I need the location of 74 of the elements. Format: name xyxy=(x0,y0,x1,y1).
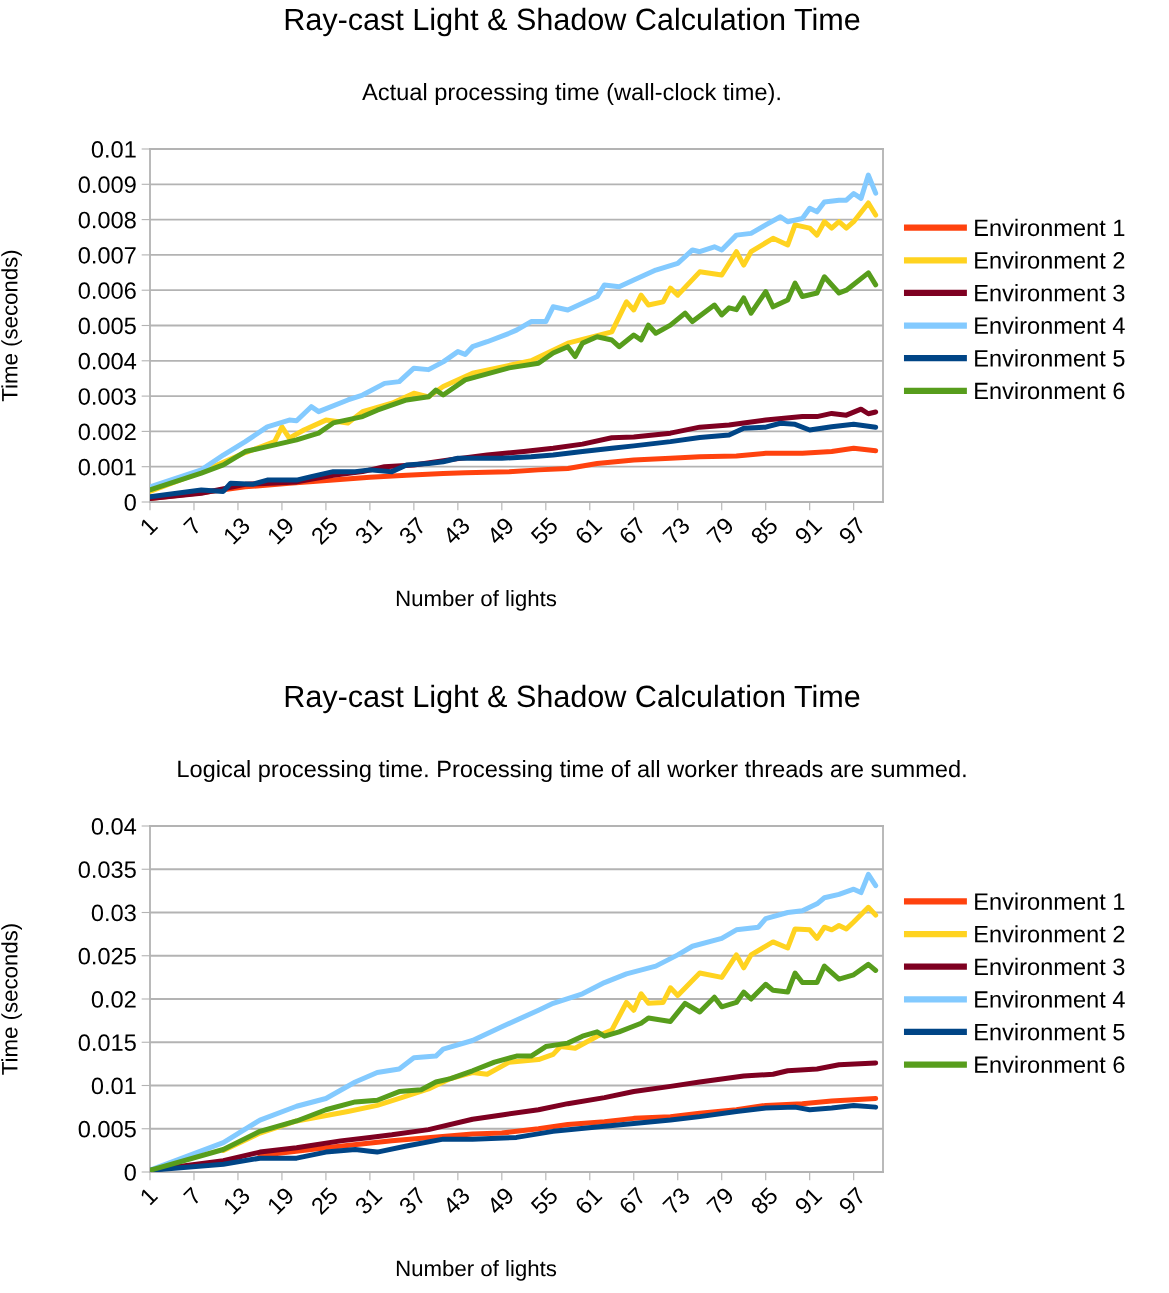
legend-label: Environment 4 xyxy=(975,316,1125,335)
x-tick-label: 25 xyxy=(310,516,339,546)
x-tick-label: 85 xyxy=(749,1186,779,1216)
y-tick-label: 0.04 xyxy=(91,818,137,835)
x-tick-label: 31 xyxy=(353,1186,383,1216)
legend-label: Environment 2 xyxy=(975,925,1125,943)
y-tick-label: 0.01 xyxy=(91,1077,136,1095)
x-tick-label: 91 xyxy=(793,1186,823,1216)
y-tick-label: 0.015 xyxy=(78,1034,136,1052)
y-tick-label: 0.003 xyxy=(78,388,136,405)
y-tick-label: 0.005 xyxy=(78,317,136,335)
legend-label: Environment 5 xyxy=(975,349,1125,367)
x-tick-label: 79 xyxy=(705,516,735,546)
y-axis-title: Time (seconds) xyxy=(1,924,22,1075)
y-tick-label: 0.009 xyxy=(78,176,136,194)
legend-label: Environment 1 xyxy=(975,892,1125,910)
y-tick-label: 0.025 xyxy=(78,947,136,965)
x-tick-label: 85 xyxy=(749,516,779,546)
legend-label: Environment 2 xyxy=(975,251,1125,269)
x-tick-label: 55 xyxy=(530,516,559,546)
x-tick-label: 7 xyxy=(183,516,203,536)
y-tick-label: 0.008 xyxy=(78,211,136,229)
chart-subtitle: Logical processing time. Processing time of all worker threads are summed. xyxy=(178,759,966,783)
x-tick-label: 25 xyxy=(310,1186,339,1216)
legend-label: Environment 6 xyxy=(975,381,1125,400)
x-tick-label: 19 xyxy=(266,516,295,545)
y-tick-label: 0.001 xyxy=(78,458,136,476)
x-tick-label: 43 xyxy=(441,516,471,546)
x-tick-label: 7 xyxy=(183,1186,203,1206)
x-tick-label: 97 xyxy=(837,1186,867,1216)
x-tick-label: 37 xyxy=(397,1186,427,1216)
x-tick-label: 31 xyxy=(353,516,383,546)
x-tick-label: 97 xyxy=(837,516,867,546)
y-tick-label: 0.035 xyxy=(78,861,136,879)
legend-label: Environment 3 xyxy=(975,284,1125,302)
y-tick-label: 0.03 xyxy=(91,904,136,922)
x-axis-title: Number of lights xyxy=(396,590,557,611)
x-tick-label: 67 xyxy=(618,1186,647,1216)
x-tick-label: 43 xyxy=(441,1186,471,1216)
legend-label: Environment 3 xyxy=(975,957,1125,976)
y-tick-label: 0.004 xyxy=(78,352,137,370)
x-tick-label: 13 xyxy=(222,1186,251,1215)
x-tick-label: 37 xyxy=(397,516,427,546)
x-tick-label: 73 xyxy=(661,1186,691,1216)
y-tick-label: 0.02 xyxy=(91,991,136,1008)
chart-title: Ray-cast Light & Shadow Calculation Time xyxy=(285,684,860,714)
y-tick-label: 0.01 xyxy=(91,141,136,158)
y-tick-label: 0 xyxy=(124,494,136,511)
legend-label: Environment 4 xyxy=(975,990,1125,1008)
x-tick-label: 61 xyxy=(574,516,603,546)
x-tick-label: 55 xyxy=(530,1186,559,1216)
x-axis-title: Number of lights xyxy=(396,1260,557,1281)
x-tick-label: 19 xyxy=(266,1186,295,1215)
x-tick-label: 1 xyxy=(139,516,159,536)
y-tick-label: 0.002 xyxy=(78,423,136,441)
x-tick-label: 67 xyxy=(618,516,647,546)
legend-label: Environment 1 xyxy=(975,218,1125,237)
legend-label: Environment 5 xyxy=(975,1023,1125,1041)
x-tick-label: 13 xyxy=(222,516,251,545)
y-tick-label: 0.006 xyxy=(78,282,136,299)
chart-title: Ray-cast Light & Shadow Calculation Time xyxy=(285,7,860,37)
legend-label: Environment 6 xyxy=(975,1055,1125,1074)
y-axis-title: Time (seconds) xyxy=(1,250,22,402)
x-tick-label: 73 xyxy=(661,516,691,546)
x-tick-label: 79 xyxy=(705,1186,735,1216)
y-tick-label: 0.005 xyxy=(78,1120,136,1138)
x-tick-label: 49 xyxy=(485,516,515,546)
chart-subtitle: Actual processing time (wall-clock time). xyxy=(362,83,780,105)
x-tick-label: 91 xyxy=(793,516,823,546)
x-tick-label: 1 xyxy=(139,1186,159,1206)
y-tick-label: 0.007 xyxy=(78,246,136,264)
x-tick-label: 49 xyxy=(485,1186,515,1216)
y-tick-label: 0 xyxy=(124,1164,136,1181)
x-tick-label: 61 xyxy=(574,1186,603,1216)
